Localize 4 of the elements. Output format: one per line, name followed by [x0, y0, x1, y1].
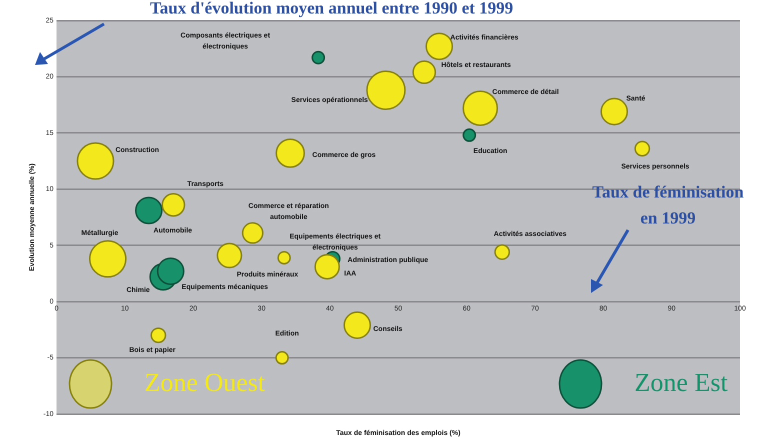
annotation: Taux de féminisation en 1999 [592, 182, 744, 228]
legend-label: Zone Ouest [144, 368, 266, 397]
legend-label: Zone Est [634, 368, 728, 397]
text: Taux d'évolution moyen annuel entre 1990 et 1999 [150, 0, 514, 18]
